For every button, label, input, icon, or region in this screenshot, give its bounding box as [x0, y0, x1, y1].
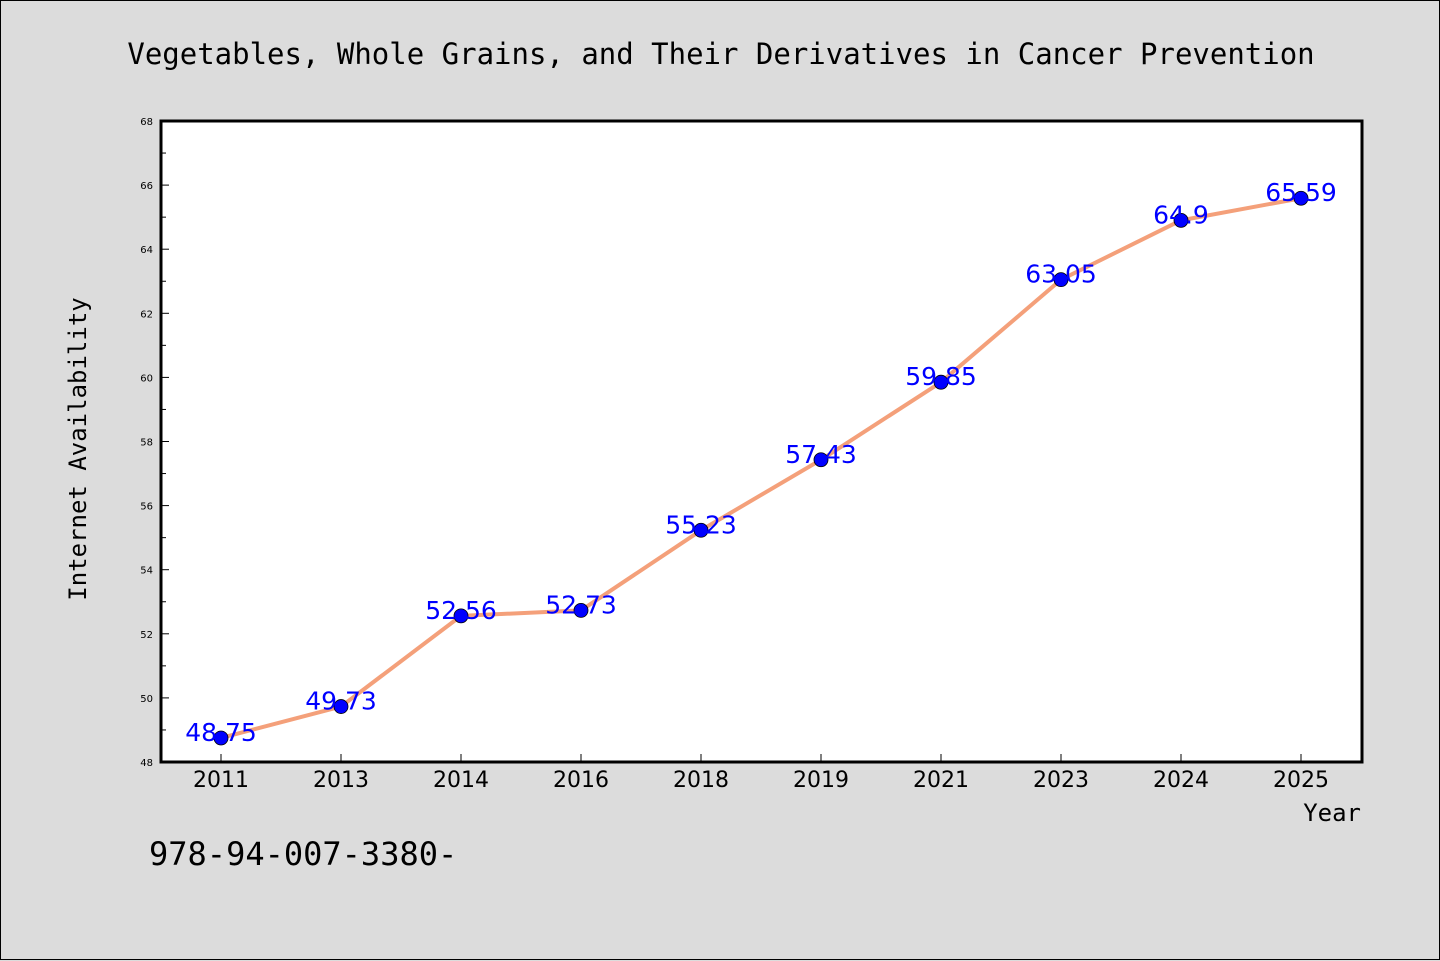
data-point	[453, 608, 469, 624]
data-point	[333, 699, 349, 714]
x-tick-label: 2011	[193, 768, 249, 793]
data-point	[813, 452, 829, 468]
x-tick-label: 2024	[1153, 768, 1209, 793]
data-label: 65.59	[1265, 178, 1337, 207]
x-tick-label: 2013	[313, 768, 369, 793]
x-tick-label: 2018	[673, 768, 729, 793]
data-point	[213, 730, 229, 746]
data-point	[573, 603, 589, 618]
x-tick-label: 2019	[793, 768, 849, 793]
isbn-annotation: 978-94-007-3380-	[149, 835, 457, 873]
y-axis-ticks: 48 50 52 54 56 58 60 62 64 66 68	[140, 117, 169, 769]
data-label: 52.56	[425, 596, 497, 625]
y-tick-label: 56	[140, 502, 153, 513]
x-tick-label: 2021	[913, 768, 969, 793]
x-axis-ticks: 2011 2013 2014 2016 2018 2019 2021 2023 2024 2025	[193, 754, 1329, 793]
data-point	[933, 374, 949, 390]
x-axis-label: Year	[1303, 799, 1361, 827]
data-label: 63.05	[1025, 260, 1097, 289]
y-tick-label: 54	[140, 566, 153, 577]
y-tick-label: 52	[140, 630, 153, 641]
y-tick-label: 68	[140, 117, 153, 128]
x-tick-label: 2016	[553, 768, 609, 793]
series-line-path	[220, 196, 1302, 740]
y-tick-label: 60	[140, 373, 153, 384]
data-label: 59.85	[905, 362, 977, 391]
data-point	[1173, 212, 1189, 228]
data-label: 57.43	[785, 440, 857, 469]
series-line	[213, 190, 1309, 746]
x-tick-label: 2025	[1273, 768, 1329, 793]
y-tick-label: 62	[140, 309, 153, 320]
data-label: 48.75	[185, 718, 257, 747]
data-label: 52.73	[545, 590, 617, 619]
y-tick-label: 64	[140, 245, 153, 256]
y-tick-label: 66	[140, 181, 153, 192]
data-label: 49.73	[305, 687, 377, 716]
y-tick-label: 48	[140, 758, 153, 769]
data-point	[693, 522, 709, 538]
x-tick-label: 2023	[1033, 768, 1089, 793]
data-label: 64.9	[1153, 200, 1209, 229]
x-tick-label: 2014	[433, 768, 489, 793]
data-point	[1293, 190, 1309, 206]
y-tick-label: 58	[140, 438, 153, 449]
chart-title: Vegetables, Whole Grains, and Their Deri…	[127, 37, 1314, 71]
y-axis-label: Internet Availability	[64, 297, 92, 600]
y-tick-label: 50	[140, 694, 153, 705]
data-labels: 48.75 49.73 52.56 52.73 55.23 57.43 59.85 63.05…	[185, 178, 1337, 747]
data-point	[1053, 272, 1069, 288]
data-label: 55.23	[665, 510, 737, 539]
